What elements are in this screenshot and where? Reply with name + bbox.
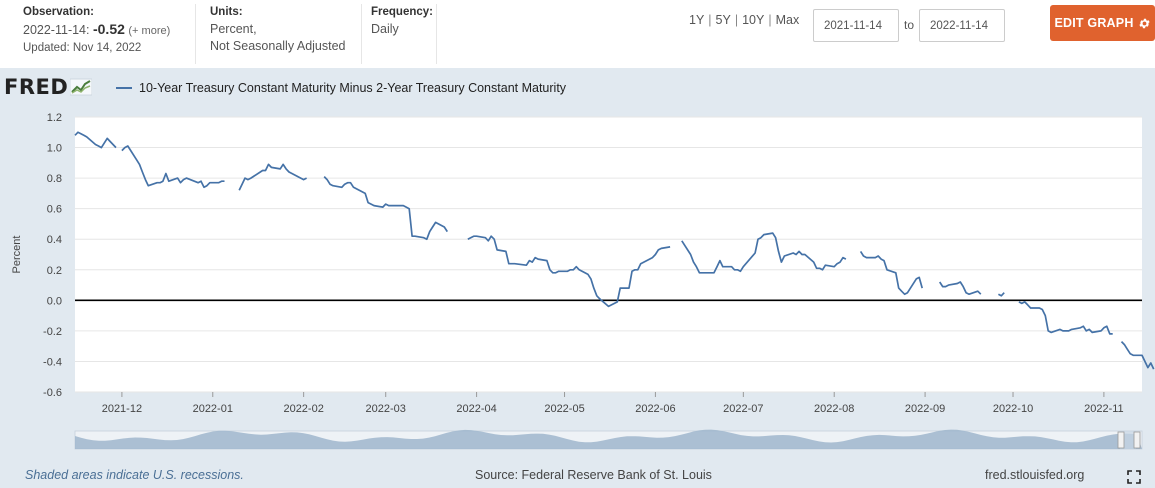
y-tick-label: -0.4	[43, 356, 62, 368]
y-axis-labels: 1.2 1.0 0.8 0.6 0.4 0.2 0.0 -0.2 -0.4 -0.6	[43, 112, 62, 399]
series-line-segment	[1120, 341, 1155, 370]
y-tick-label: 0.8	[47, 173, 62, 185]
navigator-handle[interactable]	[1133, 431, 1141, 449]
source-note: Source: Federal Reserve Bank of St. Loui…	[475, 468, 712, 482]
x-tick-label: 2022-02	[283, 403, 323, 415]
series-line-segment	[859, 250, 924, 296]
x-tick-label: 2022-03	[366, 403, 406, 415]
x-tick-label: 2022-09	[905, 403, 945, 415]
y-tick-label: -0.6	[43, 387, 62, 399]
y-tick-label: 0.6	[47, 204, 62, 216]
series-line-segment	[74, 131, 117, 149]
series-10y-minus-2y	[74, 131, 1155, 370]
x-axis-labels: 2021-12 2022-01 2022-02 2022-03 2022-04 2022-…	[102, 392, 1124, 415]
fred-logo: FRED	[4, 75, 93, 99]
y-tick-label: 1.2	[47, 112, 62, 124]
range-5y-button[interactable]: 5Y	[715, 13, 731, 27]
fullscreen-icon[interactable]	[1127, 470, 1141, 484]
recession-note: Shaded areas indicate U.S. recessions.	[25, 468, 244, 482]
legend-series-swatch	[116, 87, 132, 89]
range-10y-button[interactable]: 10Y	[742, 13, 765, 27]
start-date-input[interactable]	[813, 9, 899, 42]
grid-lines	[75, 116, 1142, 393]
line-chart: 1.2 1.0 0.8 0.6 0.4 0.2 0.0 -0.2 -0.4 -0.6 2021-1…	[11, 112, 1155, 450]
x-tick-label: 2022-05	[544, 403, 584, 415]
frequency-value: Daily	[371, 22, 399, 36]
series-line-segment	[467, 235, 671, 308]
series-line-segment	[238, 163, 307, 191]
chart-legend[interactable]: 10-Year Treasury Constant Maturity Minus…	[116, 81, 566, 95]
units-line-1: Percent,	[210, 22, 257, 36]
x-tick-label: 2022-11	[1084, 403, 1124, 415]
date-to-label: to	[904, 18, 915, 32]
series-line-segment	[681, 232, 847, 274]
observation-panel: Observation: 2022-11-14: -0.52 (+ more) …	[23, 4, 195, 57]
graph-header: Observation: 2022-11-14: -0.52 (+ more) …	[0, 0, 1155, 68]
y-tick-label: -0.2	[43, 326, 62, 338]
units-line-2: Not Seasonally Adjusted	[210, 39, 346, 53]
range-navigator[interactable]	[74, 429, 1143, 450]
range-max-button[interactable]: Max	[775, 13, 800, 27]
x-tick-label: 2022-10	[993, 403, 1033, 415]
header-divider	[195, 4, 196, 64]
series-line-segment	[121, 145, 225, 189]
frequency-label: Frequency:	[371, 6, 433, 18]
x-tick-label: 2022-04	[456, 403, 496, 415]
units-label: Units:	[210, 6, 243, 18]
fred-logo-text: FRED	[4, 75, 69, 99]
navigator-handle[interactable]	[1117, 431, 1125, 449]
series-line-segment	[323, 176, 449, 241]
observation-line: 2022-11-14: -0.52 (+ more)	[23, 21, 195, 40]
legend-series-label: 10-Year Treasury Constant Maturity Minus…	[139, 81, 567, 95]
y-tick-label: 0.4	[47, 234, 62, 246]
y-axis-title: Percent	[11, 236, 23, 274]
observation-value: -0.52	[92, 21, 125, 37]
x-tick-label: 2022-06	[635, 403, 675, 415]
series-line-segment	[938, 281, 982, 296]
units-panel: Units: Percent, Not Seasonally Adjusted	[210, 4, 360, 55]
x-tick-label: 2021-12	[102, 403, 142, 415]
x-tick-label: 2022-01	[193, 403, 233, 415]
header-divider	[436, 4, 437, 64]
fred-logo-chart-icon	[70, 78, 93, 96]
plot-background	[75, 117, 1142, 392]
navigator-overview-area	[75, 429, 1142, 449]
observation-label: Observation:	[23, 6, 94, 18]
gear-icon	[1138, 18, 1150, 28]
observation-date: 2022-11-14:	[23, 23, 90, 37]
header-divider	[361, 4, 362, 64]
frequency-panel: Frequency: Daily	[371, 4, 451, 38]
edit-graph-button[interactable]: EDIT GRAPH	[1050, 5, 1155, 41]
series-line-segment	[1018, 301, 1113, 335]
edit-graph-label: EDIT GRAPH	[1054, 16, 1134, 30]
series-line-segment	[997, 292, 1005, 297]
x-tick-label: 2022-08	[814, 403, 854, 415]
range-1y-button[interactable]: 1Y	[689, 13, 705, 27]
site-link[interactable]: fred.stlouisfed.org	[985, 468, 1085, 482]
range-selector: 1Y | 5Y | 10Y | Max	[689, 13, 800, 27]
y-tick-label: 1.0	[47, 143, 62, 155]
updated-date: Updated: Nov 14, 2022	[23, 42, 142, 54]
observation-more-link[interactable]: (+ more)	[128, 25, 171, 37]
x-tick-label: 2022-07	[723, 403, 763, 415]
y-tick-label: 0.2	[47, 265, 62, 277]
end-date-input[interactable]	[919, 9, 1005, 42]
y-tick-label: 0.0	[47, 295, 62, 307]
